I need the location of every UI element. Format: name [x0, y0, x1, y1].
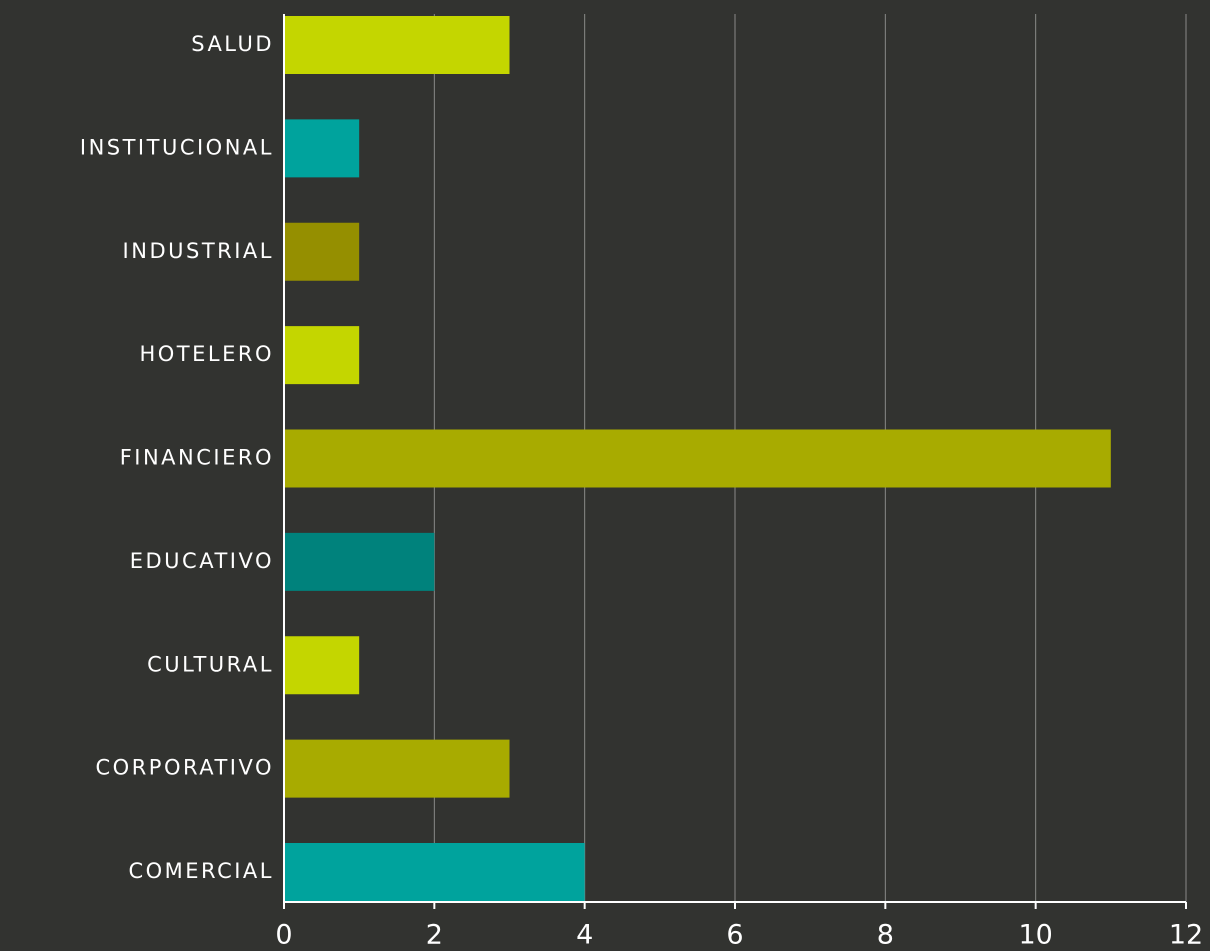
- x-tick-label: 12: [1169, 920, 1203, 951]
- y-tick-label: CULTURAL: [147, 652, 274, 676]
- x-tick-label: 4: [576, 920, 593, 951]
- x-tick-label: 6: [726, 920, 743, 951]
- x-tick-label: 8: [877, 920, 894, 951]
- bar: [284, 119, 360, 178]
- y-tick-label: COMERCIAL: [128, 859, 274, 883]
- y-tick-label: INDUSTRIAL: [123, 239, 274, 263]
- bar: [284, 532, 435, 591]
- x-tick-label: 2: [426, 920, 443, 951]
- y-tick-label: SALUD: [191, 32, 274, 56]
- bar: [284, 222, 360, 281]
- bar: [284, 326, 360, 385]
- bar: [284, 636, 360, 695]
- bar: [284, 429, 1111, 488]
- y-tick-label: EDUCATIVO: [130, 549, 274, 573]
- x-tick-label: 0: [275, 920, 292, 951]
- y-tick-label: INSTITUCIONAL: [80, 135, 274, 159]
- bar: [284, 739, 510, 798]
- bar: [284, 16, 510, 74]
- bar: [284, 843, 585, 901]
- y-tick-label: FINANCIERO: [120, 446, 274, 470]
- x-tick-label: 10: [1018, 920, 1052, 951]
- y-tick-label: CORPORATIVO: [96, 756, 275, 780]
- y-tick-label: HOTELERO: [139, 342, 274, 366]
